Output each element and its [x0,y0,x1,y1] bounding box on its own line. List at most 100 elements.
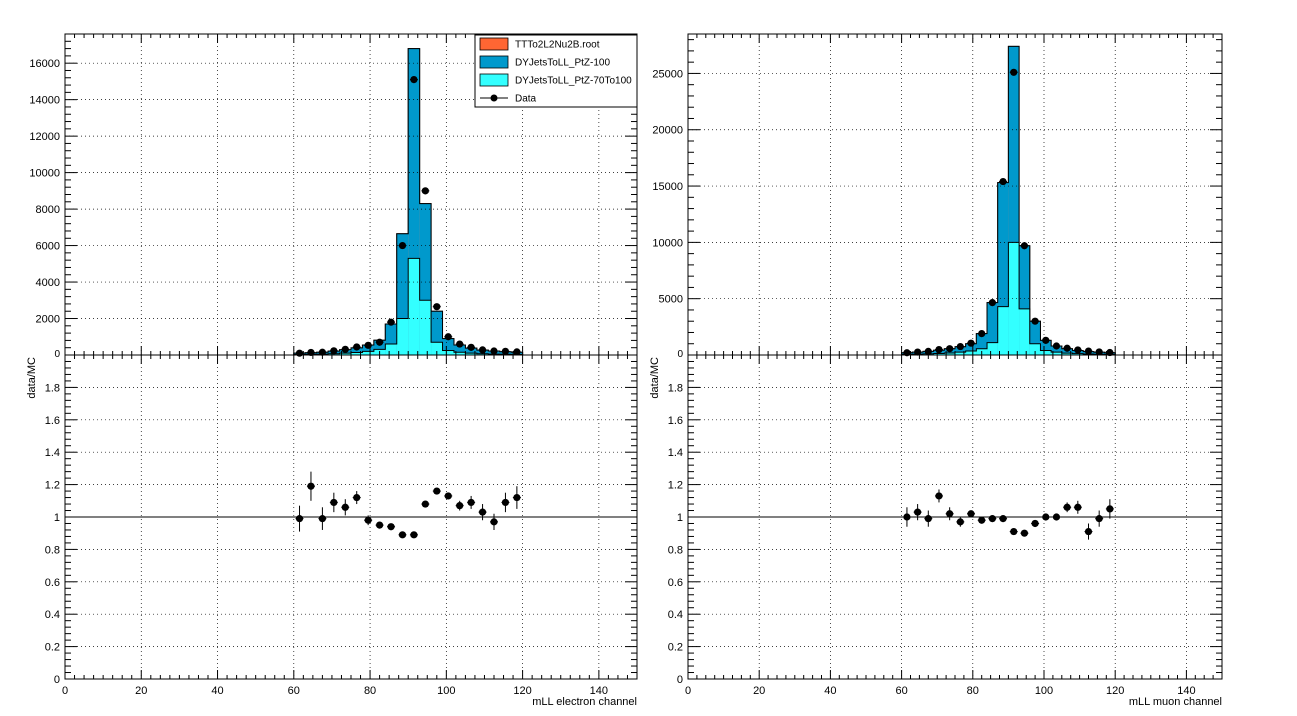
legend-label: DYJetsToLL_PtZ-100 [515,58,610,69]
x-tick-label: 60 [288,685,300,697]
data-point [353,343,361,351]
x-tick-label: 100 [437,685,455,697]
ratio-point [398,531,407,539]
hist-bar [431,342,443,355]
data-point [307,348,315,357]
data-point [1042,336,1050,344]
y-axis-label: data/MC [26,357,38,399]
ratio-point [1095,515,1103,523]
hist-bar [465,348,477,355]
y-tick-label: 1.2 [45,480,60,492]
y-tick-label: 1.4 [45,447,60,459]
ratio-point [1010,527,1018,536]
x-tick-label: 60 [895,685,907,697]
x-tick-label: 40 [824,685,836,697]
ratio-point [1020,529,1029,537]
y-tick-label: 1.6 [668,415,683,427]
ratio-point [914,508,922,516]
hist-bar [997,182,1009,355]
hist-bar [385,344,397,355]
hist-bar [362,344,374,355]
hist-bar [408,48,420,355]
y-tick-label: 25000 [652,68,683,80]
legend-item: DYJetsToLL_PtZ-70To100 [479,73,632,87]
ratio-point [513,493,521,502]
hist-bar [442,350,454,355]
ratio-point [490,518,498,526]
ratio-point [1052,513,1061,521]
data-point [421,187,429,195]
hist-bar [987,342,998,355]
hist-bar [453,352,466,355]
x-tick-label: 20 [135,685,147,697]
data-point [914,348,922,356]
y-tick-label: 0 [54,674,60,686]
ratio-point [433,487,441,495]
x-tick-label: 140 [1177,685,1195,697]
y-tick-label: 4000 [36,277,60,289]
y-tick-label: 1.4 [668,447,683,459]
data-point [501,347,510,355]
ratio-point [1063,503,1071,511]
ratio-point [988,515,996,523]
data-point [364,341,372,349]
y-tick-label: 0 [677,674,683,686]
hist-bar [351,347,363,355]
legend-item: Data [480,94,537,105]
hist-bar [1029,343,1041,355]
x-tick-label: 80 [364,685,376,697]
ratio-point [421,500,429,508]
ratio-point [353,493,361,502]
ratio-point [1106,505,1114,513]
x-tick-label: 20 [753,685,765,697]
hist-bar [944,352,955,355]
x-tick-label: 120 [1106,685,1124,697]
data-point [978,330,986,338]
data-point [1052,342,1061,350]
hist-bar [976,333,988,355]
ratio-point [295,515,304,523]
ratio-point [307,482,315,490]
x-tick-label: 100 [1035,685,1053,697]
hist-bar [1008,46,1020,356]
ratio-point [956,518,964,526]
ratio-point [1031,519,1039,528]
hist-bar [1008,242,1020,355]
hist-bar [955,352,966,355]
panel-electron-main: 2000 4000 6000 8000 10000 12000 14000 16000 0 [29,33,638,360]
plot-frame [687,33,1223,356]
y-tick-label: 1.8 [668,382,683,394]
panel-muon-ratio: 0 0.2 0.4 0.6 0.8 1 1.2 1.4 1.6 1.8 0 20 40 60 80 100 12… [649,354,1223,708]
ratio-point [1084,527,1093,536]
hist-bar [465,353,477,355]
hist-outline [293,257,524,355]
x-tick-label: 0 [62,685,68,697]
hist-bar [997,306,1009,355]
hist-bar [476,353,489,355]
hist-bar [1019,308,1030,355]
hist-outline [901,45,1116,355]
data-point [330,347,338,355]
hist-bar [442,338,454,355]
data-point [946,345,954,353]
data-point [295,349,304,357]
hist-outline [293,48,524,355]
y-tick-label: 0.2 [45,642,60,654]
hist-bar [933,353,945,355]
hist-bar [362,351,374,355]
data-point [1084,347,1093,355]
data-point [935,345,943,354]
y-tick-label: 0.8 [45,544,60,556]
legend-item: TTTo2L2Nu2B.root [479,37,600,51]
hist-bar [1061,353,1073,355]
y-tick-label: 16000 [29,58,60,70]
legend-swatch [479,73,509,87]
x-tick-label: 40 [211,685,223,697]
data-point [956,342,964,351]
ratio-point [903,513,911,521]
ratio-point [387,523,395,531]
legend-label: TTTo2L2Nu2B.root [515,40,600,51]
data-point [1106,348,1114,357]
ratio-point [376,521,384,529]
